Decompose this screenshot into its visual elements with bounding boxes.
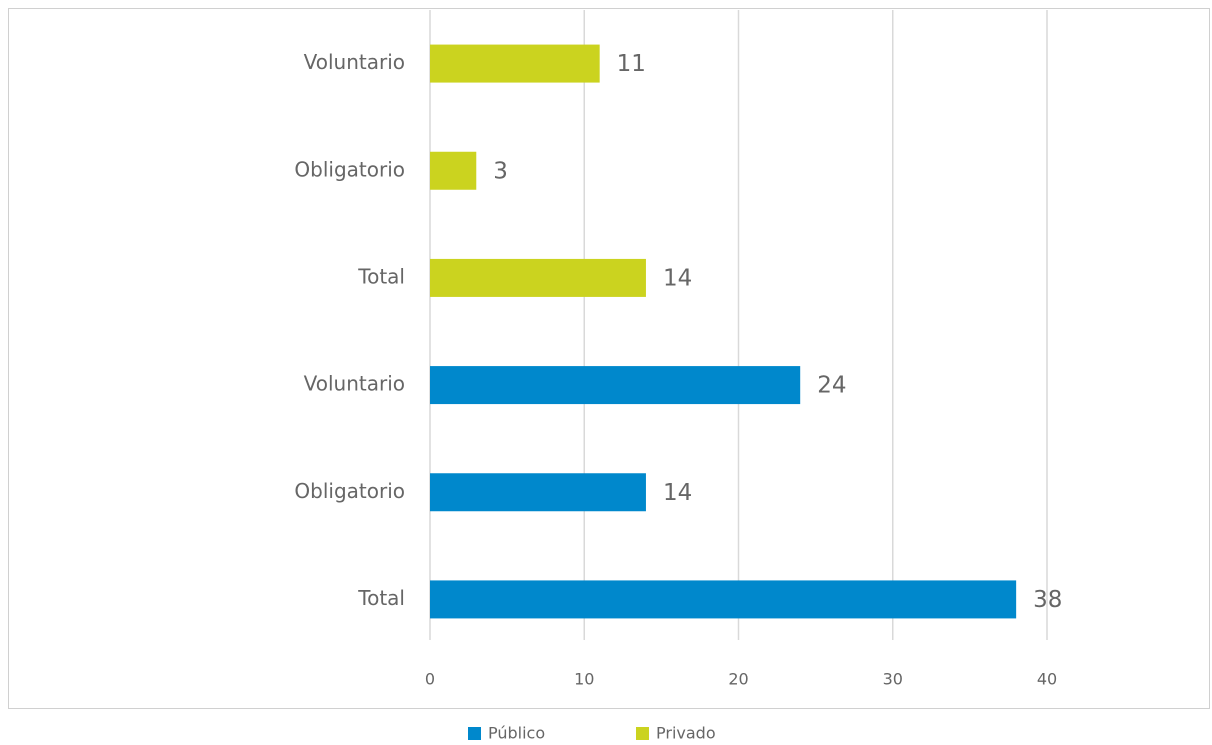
x-tick-label: 0 [425, 670, 435, 689]
legend-swatch [468, 727, 481, 740]
data-label: 14 [663, 265, 692, 291]
bar [430, 44, 600, 83]
y-tick-label: Total [357, 586, 405, 610]
x-tick-label: 10 [574, 670, 594, 689]
bar [430, 151, 477, 190]
y-tick-label: Obligatorio [294, 157, 405, 181]
bar [430, 580, 1017, 619]
y-tick-label: Voluntario [304, 50, 405, 74]
data-label: 11 [617, 51, 646, 77]
bar [430, 258, 646, 297]
legend-label: Privado [656, 724, 716, 743]
data-label: 3 [493, 158, 508, 184]
x-tick-label: 20 [728, 670, 748, 689]
y-tick-label: Total [357, 264, 405, 288]
bar [430, 366, 801, 405]
legend-label: Público [488, 724, 545, 743]
chart-frame [8, 8, 1210, 709]
x-tick-label: 30 [883, 670, 903, 689]
data-label: 38 [1033, 587, 1062, 613]
y-tick-label: Voluntario [304, 372, 405, 396]
y-tick-label: Obligatorio [294, 479, 405, 503]
data-label: 24 [817, 373, 846, 399]
bar [430, 473, 646, 512]
data-label: 14 [663, 480, 692, 506]
x-tick-label: 40 [1037, 670, 1057, 689]
legend-swatch [636, 727, 649, 740]
